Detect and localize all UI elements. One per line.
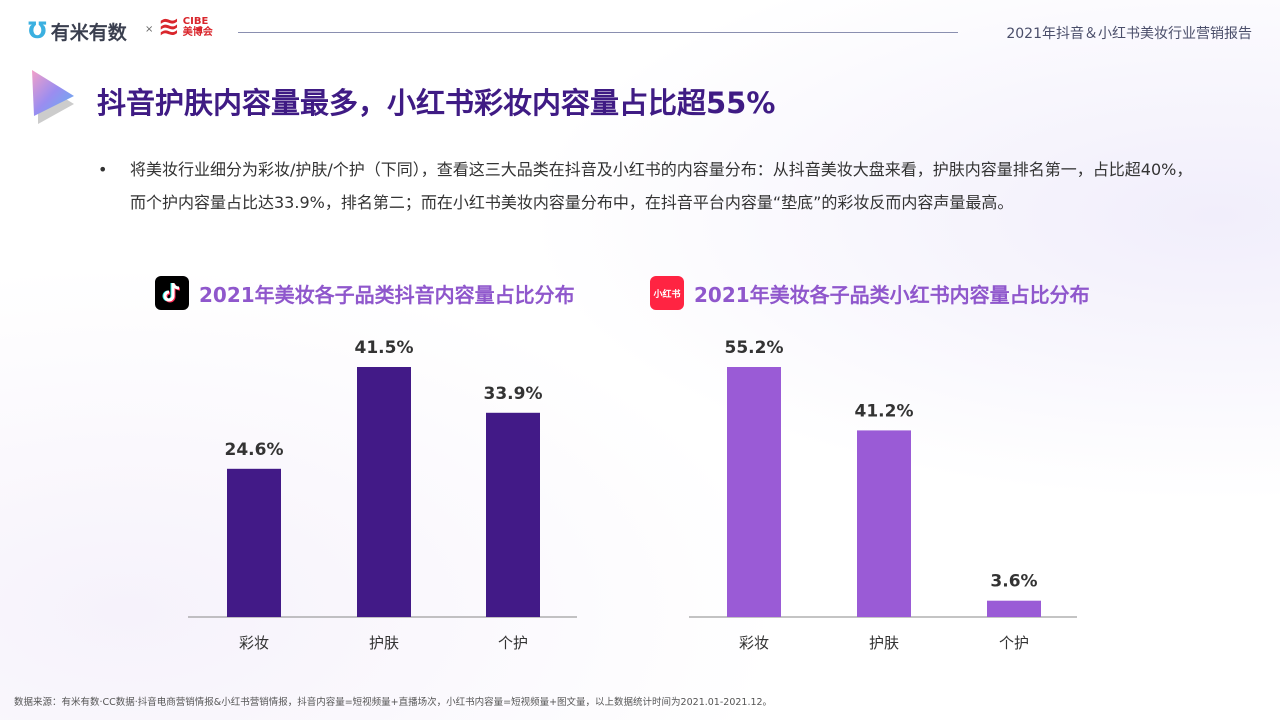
- logo-separator: ×: [145, 24, 154, 35]
- cart-icon: Ʊ: [28, 19, 47, 44]
- cibe-en: CIBE: [182, 16, 209, 27]
- bullet-dot: •: [98, 160, 108, 179]
- youmi-logo: Ʊ 有米有数: [28, 18, 127, 45]
- data-label-0: 24.6%: [225, 440, 284, 460]
- chart-title-douyin: 2021年美妆各子品类抖音内容量占比分布: [155, 276, 575, 310]
- report-title: 2021年抖音＆小红书美妆行业营销报告: [1006, 26, 1252, 42]
- page-title: 抖音护肤内容量最多，小红书彩妆内容量占比超55%: [97, 86, 776, 120]
- data-label-1: 41.5%: [355, 338, 414, 358]
- header-divider: [238, 32, 958, 33]
- chart-title-xhs: 小红书 2021年美妆各子品类小红书内容量占比分布: [650, 276, 1090, 310]
- summary-bullet: • 将美妆行业细分为彩妆/护肤/个护（下同），查看这三大品类在抖音及小红书的内容量…: [98, 153, 1198, 219]
- bar-1: [857, 430, 911, 617]
- cibe-logo: ≋ CIBE 美博会: [158, 14, 213, 40]
- data-source-footer: 数据来源：有米有数·CC数据·抖音电商营销情报&小红书营销情报，抖音内容量=短视…: [14, 697, 773, 708]
- logo-text: 有米有数: [50, 22, 127, 44]
- data-label-0: 55.2%: [725, 338, 784, 358]
- x-tick-label-2: 个护: [999, 634, 1029, 652]
- x-tick-label-0: 彩妆: [739, 634, 769, 652]
- xiaohongshu-icon: 小红书: [650, 276, 684, 310]
- x-tick-label-1: 护肤: [369, 634, 399, 652]
- cibe-cn: 美博会: [182, 27, 213, 38]
- x-tick-label-2: 个护: [498, 634, 528, 652]
- data-label-1: 41.2%: [855, 401, 914, 421]
- cibe-mark-icon: ≋: [158, 12, 180, 42]
- summary-text: 将美妆行业细分为彩妆/护肤/个护（下同），查看这三大品类在抖音及小红书的内容量分…: [130, 160, 1193, 212]
- data-label-2: 33.9%: [484, 384, 543, 404]
- chart-title-text: 2021年美妆各子品类小红书内容量占比分布: [694, 282, 1090, 307]
- bar-2: [486, 412, 540, 617]
- play-triangle-icon: [32, 70, 74, 124]
- tiktok-icon: [155, 276, 189, 310]
- bar-0: [727, 367, 781, 617]
- bar-2: [987, 600, 1041, 617]
- x-tick-label-1: 护肤: [869, 634, 899, 652]
- x-tick-label-0: 彩妆: [239, 634, 269, 652]
- data-label-2: 3.6%: [990, 572, 1037, 592]
- chart-title-text: 2021年美妆各子品类抖音内容量占比分布: [199, 282, 575, 307]
- bar-1: [357, 367, 411, 617]
- bar-0: [227, 468, 281, 617]
